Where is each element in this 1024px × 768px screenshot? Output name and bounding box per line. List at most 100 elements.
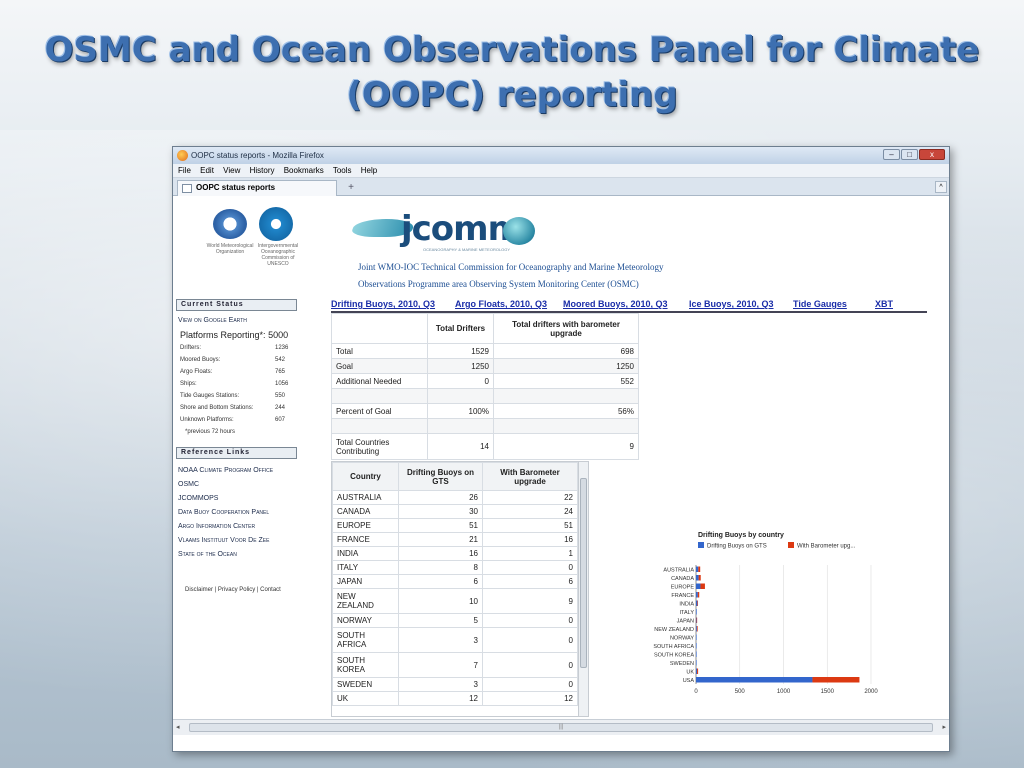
page-icon bbox=[182, 184, 192, 193]
menu-history[interactable]: History bbox=[249, 166, 275, 175]
cell: 51 bbox=[398, 518, 483, 533]
menu-view[interactable]: View bbox=[223, 166, 241, 175]
new-tab-button[interactable]: + bbox=[348, 182, 354, 193]
reference-links-heading: Reference Links bbox=[176, 447, 297, 459]
cell: 0 bbox=[482, 613, 578, 628]
status-row-value: 244 bbox=[275, 405, 286, 411]
window-titlebar[interactable]: OOPC status reports - Mozilla Firefox – … bbox=[173, 147, 949, 164]
table-row: NORWAY 5 0 bbox=[332, 613, 578, 628]
cell: SWEDEN bbox=[332, 677, 399, 692]
wmo-logo[interactable] bbox=[213, 209, 247, 239]
scroll-right-arrow-icon[interactable]: ▸ bbox=[942, 724, 946, 731]
link-dbcp[interactable]: Data Buoy Cooperation Panel bbox=[178, 509, 270, 516]
horizontal-scrollbar[interactable]: ◂ ||| ▸ bbox=[173, 719, 949, 735]
table-row: AUSTRALIA 26 22 bbox=[332, 490, 578, 505]
category-label: SOUTH KOREA bbox=[654, 653, 694, 659]
table-row: Percent of Goal 100% 56% bbox=[331, 403, 639, 419]
summary-header-total: Total Drifters bbox=[427, 313, 494, 344]
cell: EUROPE bbox=[332, 518, 399, 533]
bar bbox=[697, 592, 700, 598]
cell: 698 bbox=[493, 343, 639, 359]
close-button[interactable]: x bbox=[919, 149, 945, 160]
ioc-caption: Intergovernmental Oceanographic Commissi… bbox=[257, 243, 299, 267]
cell: 0 bbox=[482, 652, 578, 678]
minimize-button[interactable]: – bbox=[883, 149, 900, 160]
bar bbox=[696, 575, 699, 581]
category-label: SOUTH AFRICA bbox=[653, 644, 694, 650]
country-table-scrollbar[interactable] bbox=[578, 462, 588, 716]
ioc-logo[interactable] bbox=[259, 207, 293, 241]
cell: 0 bbox=[427, 373, 494, 389]
maximize-button[interactable]: □ bbox=[901, 149, 918, 160]
table-row bbox=[331, 418, 639, 434]
bar bbox=[696, 651, 697, 657]
category-label: JAPAN bbox=[677, 619, 694, 625]
tab-drifting-buoys[interactable]: Drifting Buoys, 2010, Q3 bbox=[331, 299, 436, 309]
bar bbox=[697, 668, 699, 674]
bar bbox=[696, 617, 698, 623]
link-noaa-climate[interactable]: NOAA Climate Program Office bbox=[178, 467, 274, 474]
tab-moored-buoys[interactable]: Moored Buoys, 2010, Q3 bbox=[563, 299, 668, 309]
status-row-label: Drifters: bbox=[180, 345, 201, 351]
menu-help[interactable]: Help bbox=[360, 166, 378, 175]
tab-tide-gauges[interactable]: Tide Gauges bbox=[793, 299, 847, 309]
link-state-of-ocean[interactable]: State of the Ocean bbox=[178, 551, 237, 558]
org-title-line1: Joint WMO-IOC Technical Commission for O… bbox=[358, 262, 664, 272]
menu-file[interactable]: File bbox=[178, 166, 191, 175]
cell: 0 bbox=[482, 560, 578, 575]
category-label: INDIA bbox=[679, 602, 694, 608]
cell: Total Countries Contributing bbox=[331, 433, 428, 460]
cell: 0 bbox=[482, 677, 578, 692]
link-jcommops[interactable]: JCOMMOPS bbox=[178, 495, 219, 502]
cell: ITALY bbox=[332, 560, 399, 575]
current-status-heading: Current Status bbox=[176, 299, 297, 311]
table-row: INDIA 16 1 bbox=[332, 546, 578, 561]
cell: 1 bbox=[482, 546, 578, 561]
table-row: SWEDEN 3 0 bbox=[332, 677, 578, 692]
jcomm-globe-icon bbox=[503, 217, 535, 245]
google-earth-link[interactable]: View on Google Earth bbox=[178, 317, 247, 324]
country-table-scroll[interactable]: Country Drifting Buoys on GTS With Barom… bbox=[331, 461, 589, 717]
cell: SOUTH KOREA bbox=[332, 652, 399, 678]
status-row: Unknown Platforms: 607 bbox=[180, 417, 298, 423]
cell bbox=[427, 418, 494, 434]
cell: 51 bbox=[482, 518, 578, 533]
x-tick-label: 2000 bbox=[864, 689, 878, 695]
link-argo-info[interactable]: Argo Information Center bbox=[178, 523, 256, 530]
browser-window: OOPC status reports - Mozilla Firefox – … bbox=[172, 146, 950, 752]
cell bbox=[331, 388, 428, 404]
tab-list-button[interactable]: ^ bbox=[935, 181, 947, 193]
link-osmc[interactable]: OSMC bbox=[178, 481, 199, 488]
status-row: Argo Floats: 765 bbox=[180, 369, 298, 375]
status-row-label: Argo Floats: bbox=[180, 369, 213, 375]
category-label: UK bbox=[686, 670, 694, 676]
scrollbar-thumb[interactable]: ||| bbox=[189, 723, 933, 732]
tab-argo-floats[interactable]: Argo Floats, 2010, Q3 bbox=[455, 299, 548, 309]
tab-ice-buoys[interactable]: Ice Buoys, 2010, Q3 bbox=[689, 299, 774, 309]
privacy-policy-link[interactable]: Privacy Policy bbox=[217, 587, 256, 593]
table-row: Total Countries Contributing 14 9 bbox=[331, 433, 639, 460]
tab-oopc-status-reports[interactable]: OOPC status reports bbox=[177, 180, 337, 196]
status-row-label: Ships: bbox=[180, 381, 197, 387]
disclaimer-link[interactable]: Disclaimer bbox=[185, 587, 214, 593]
page-content: World Meteorological Organization Interg… bbox=[173, 197, 949, 735]
tab-xbt[interactable]: XBT bbox=[875, 299, 893, 309]
cell: 16 bbox=[482, 532, 578, 547]
cell: 21 bbox=[398, 532, 483, 547]
cell: 1250 bbox=[427, 358, 494, 374]
category-label: SWEDEN bbox=[670, 661, 694, 667]
legend-swatch bbox=[788, 542, 794, 548]
category-label: FRANCE bbox=[671, 593, 694, 599]
menu-bookmarks[interactable]: Bookmarks bbox=[283, 166, 324, 175]
summary-header-barometer: Total drifters with barometer upgrade bbox=[493, 313, 639, 344]
bar bbox=[696, 660, 697, 666]
menu-edit[interactable]: Edit bbox=[200, 166, 214, 175]
bar bbox=[696, 592, 698, 598]
link-vliz[interactable]: Vlaams Instituut Voor De Zee bbox=[178, 537, 270, 544]
scroll-left-arrow-icon[interactable]: ◂ bbox=[176, 724, 180, 731]
contact-link[interactable]: Contact bbox=[260, 587, 281, 593]
jcomm-logo-word: jcomm bbox=[401, 209, 523, 249]
table-row: EUROPE 51 51 bbox=[332, 518, 578, 533]
menu-tools[interactable]: Tools bbox=[332, 166, 352, 175]
scrollbar-thumb[interactable] bbox=[580, 478, 587, 668]
